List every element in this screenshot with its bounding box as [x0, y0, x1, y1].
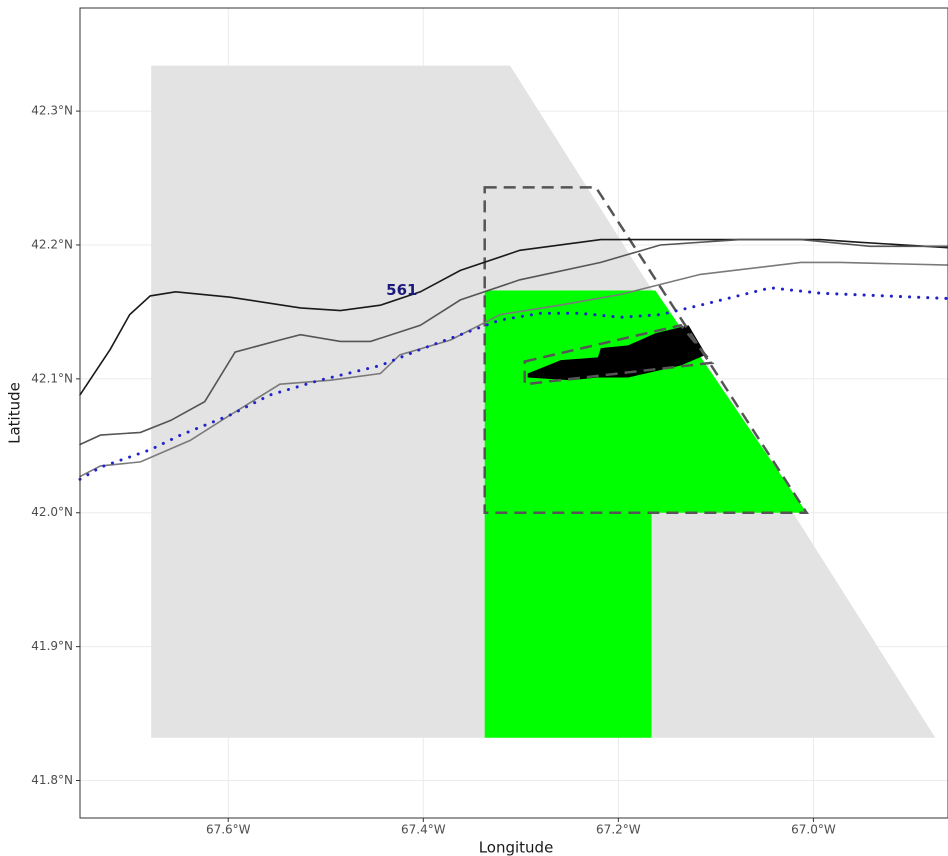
x-tick-label: 67.6°W: [206, 823, 251, 837]
annotation: 561: [386, 281, 417, 299]
y-tick-label: 42.1°N: [31, 371, 73, 385]
axes: 67.6°W 67.4°W 67.2°W 67.0°W 41.8°N 41.9°N 42.0…: [31, 104, 836, 837]
y-tick-label: 42.0°N: [31, 505, 73, 519]
x-tick-label: 67.2°W: [596, 823, 641, 837]
area-polygon: [484, 290, 807, 738]
x-tick-label: 67.4°W: [401, 823, 446, 837]
y-tick-label: 41.8°N: [31, 773, 73, 787]
y-axis-title: Latitude: [6, 382, 24, 444]
contour-line: [78, 286, 948, 481]
panel-border: [79, 7, 948, 819]
y-tick-label: 42.2°N: [31, 237, 73, 251]
contour-line: [79, 238, 948, 446]
area-polygon: [483, 186, 809, 514]
layers: 561: [78, 65, 948, 738]
y-tick-label: 42.3°N: [31, 104, 73, 118]
x-axis-title: Longitude: [479, 839, 554, 856]
area-polygon: [527, 325, 707, 381]
contour-line: [79, 261, 948, 478]
x-tick-label: 67.0°W: [791, 823, 836, 837]
area-polygon: [523, 323, 715, 386]
y-tick-label: 41.9°N: [31, 639, 73, 653]
